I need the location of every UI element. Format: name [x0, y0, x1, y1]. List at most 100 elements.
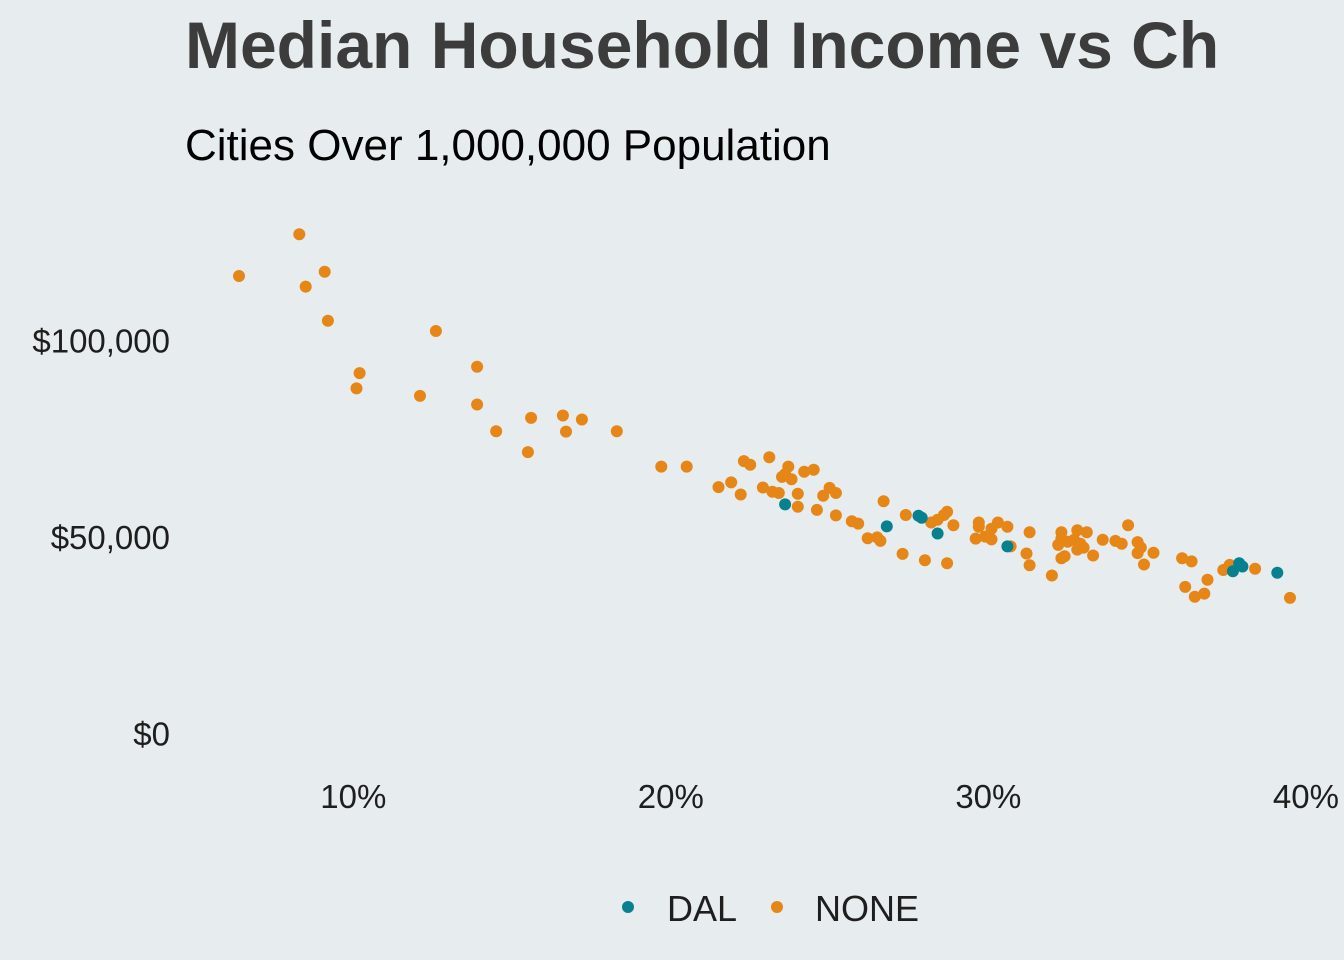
data-point-none	[985, 533, 998, 546]
data-point-none	[1188, 590, 1201, 603]
data-point-dal	[880, 520, 893, 533]
data-point-none	[471, 360, 484, 373]
data-point-none	[1023, 526, 1036, 539]
legend: DAL NONE	[622, 888, 919, 929]
y-tick-label: $50,000	[51, 519, 170, 556]
data-point-none	[1134, 541, 1147, 554]
data-point-none	[829, 487, 842, 499]
data-point-none	[969, 532, 982, 545]
data-point-none	[896, 547, 909, 560]
data-point-none	[429, 325, 442, 337]
chart-subtitle: Cities Over 1,000,000 Population	[185, 121, 831, 170]
data-point-none	[1147, 546, 1160, 559]
data-point-none	[874, 534, 887, 547]
data-point-none	[785, 473, 798, 486]
data-point-none	[782, 460, 795, 473]
data-point-none	[734, 488, 747, 501]
chart-title: Median Household Income vs Ch	[185, 8, 1219, 82]
data-point-none	[1185, 555, 1198, 568]
data-point-none	[299, 280, 312, 293]
data-point-none	[991, 516, 1004, 529]
data-point-none	[1284, 591, 1296, 604]
data-point-none	[918, 554, 931, 567]
data-point-none	[1087, 549, 1100, 562]
x-tick-label: 30%	[955, 778, 1021, 815]
x-axis-tick-labels: 10% 20% 30% 40%	[320, 778, 1339, 815]
data-point-dal	[931, 527, 944, 540]
data-point-none	[744, 458, 757, 471]
data-point-none	[877, 495, 890, 508]
data-point-none	[233, 270, 245, 282]
data-point-none	[1122, 519, 1135, 532]
x-tick-label: 10%	[320, 778, 386, 815]
data-point-none	[829, 509, 842, 522]
data-point-none	[1096, 533, 1109, 546]
data-point-dal	[1236, 560, 1249, 573]
data-point-none	[712, 481, 725, 494]
data-point-none	[575, 413, 588, 426]
data-point-none	[1023, 559, 1036, 572]
data-point-none	[798, 465, 811, 478]
data-point-dal	[1271, 566, 1284, 579]
data-point-none	[763, 451, 776, 464]
series-dal	[779, 498, 1284, 579]
data-point-none	[725, 476, 738, 489]
data-point-none	[560, 425, 572, 438]
data-point-none	[1249, 562, 1262, 575]
data-point-none	[321, 314, 334, 327]
data-point-none	[655, 460, 668, 473]
data-point-none	[791, 487, 804, 500]
data-point-none	[861, 532, 874, 545]
data-point-none	[1179, 580, 1192, 593]
data-point-none	[293, 228, 306, 241]
data-point-none	[899, 509, 912, 521]
data-point-none	[353, 367, 366, 380]
data-point-none	[947, 519, 960, 532]
data-point-none	[1115, 537, 1128, 550]
y-tick-label: $0	[133, 716, 170, 753]
data-point-none	[772, 487, 785, 499]
data-point-none	[941, 557, 954, 570]
data-points	[233, 228, 1296, 604]
data-point-none	[1045, 569, 1058, 582]
legend-label-dal: DAL	[667, 888, 737, 929]
data-point-none	[680, 460, 693, 473]
data-point-none	[972, 520, 985, 533]
data-point-none	[1080, 526, 1093, 539]
data-point-none	[556, 409, 569, 422]
data-point-none	[1001, 520, 1014, 533]
data-point-none	[610, 425, 623, 438]
x-tick-label: 40%	[1273, 778, 1339, 815]
data-point-none	[941, 505, 954, 518]
data-point-none	[521, 446, 534, 459]
data-point-none	[791, 500, 804, 513]
data-point-none	[1176, 552, 1189, 565]
data-point-none	[318, 265, 331, 278]
y-axis-tick-labels: $0 $50,000 $100,000	[32, 322, 170, 752]
legend-label-none: NONE	[815, 888, 919, 929]
data-point-none	[1058, 550, 1071, 563]
y-tick-label: $100,000	[32, 322, 170, 359]
data-point-none	[1077, 541, 1090, 554]
data-point-none	[1071, 524, 1084, 537]
data-point-none	[1201, 573, 1214, 586]
data-point-dal	[915, 511, 928, 524]
data-point-none	[756, 481, 769, 494]
data-point-none	[490, 425, 503, 438]
series-none	[233, 228, 1296, 604]
data-point-dal	[1001, 540, 1014, 553]
legend-key-none	[771, 901, 783, 913]
data-point-none	[852, 517, 865, 530]
data-point-dal	[779, 498, 792, 511]
legend-key-dal	[622, 901, 634, 913]
data-point-none	[1020, 547, 1033, 560]
data-point-none	[807, 463, 820, 476]
data-point-none	[525, 411, 538, 424]
data-point-none	[810, 503, 823, 516]
data-point-none	[1198, 587, 1211, 600]
data-point-none	[1138, 558, 1150, 571]
data-point-none	[471, 398, 484, 411]
data-point-none	[350, 382, 363, 395]
data-point-none	[414, 389, 426, 402]
